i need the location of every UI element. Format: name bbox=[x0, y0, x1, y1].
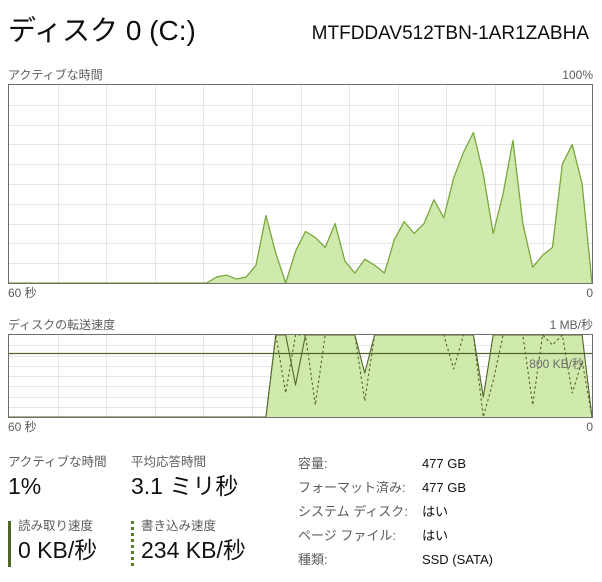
info-row-key: システム ディスク: bbox=[298, 504, 408, 519]
stat-read-speed: 読み取り速度 0 KB/秒 bbox=[8, 518, 98, 567]
transfer-rate-chart-block: ディスクの転送速度 1 MB/秒 800 KB/秒 60 秒 0 bbox=[8, 318, 594, 435]
stat-read-speed-value: 0 KB/秒 bbox=[18, 537, 98, 563]
active-time-max-label: 100% bbox=[562, 68, 593, 82]
info-row-value: はい bbox=[421, 504, 448, 519]
info-row-value: はい bbox=[421, 528, 448, 543]
read-speed-legend-bar bbox=[8, 521, 11, 567]
transfer-rate-caption: ディスクの転送速度 bbox=[8, 318, 116, 332]
disk-info-table: 容量: 477 GB フォーマット済み: 477 GB システム ディスク: はい ページ … bbox=[298, 454, 493, 574]
stat-avg-response-label: 平均応答時間 bbox=[131, 455, 207, 469]
stat-write-speed: 書き込み速度 234 KB/秒 bbox=[131, 518, 246, 567]
transfer-rate-axis-row: 60 秒 0 bbox=[8, 418, 594, 435]
active-time-axis-start: 60 秒 bbox=[8, 286, 37, 300]
info-row: 種類: SSD (SATA) bbox=[298, 550, 493, 574]
active-time-plot[interactable] bbox=[8, 84, 593, 284]
info-row: フォーマット済み: 477 GB bbox=[298, 478, 493, 502]
stat-active-time-label: アクティブな時間 bbox=[8, 455, 107, 469]
active-time-line bbox=[9, 131, 592, 283]
info-row: 容量: 477 GB bbox=[298, 454, 493, 478]
read-speed-line bbox=[9, 335, 592, 417]
panel-header: ディスク 0 (C:) MTFDDAV512TBN-1AR1ZABHA bbox=[8, 14, 594, 54]
transfer-rate-area bbox=[9, 335, 592, 417]
active-time-caption-row: アクティブな時間 100% bbox=[8, 68, 594, 84]
stat-write-speed-value: 234 KB/秒 bbox=[141, 537, 246, 563]
transfer-rate-max-label: 1 MB/秒 bbox=[549, 318, 593, 332]
info-row-key: ページ ファイル: bbox=[298, 528, 396, 543]
active-time-chart-block: アクティブな時間 100% 60 秒 0 bbox=[8, 68, 594, 301]
active-time-axis-end: 0 bbox=[586, 286, 593, 300]
transfer-rate-plot[interactable]: 800 KB/秒 bbox=[8, 334, 593, 418]
transfer-rate-scale-label: 800 KB/秒 bbox=[529, 356, 584, 371]
transfer-rate-caption-row: ディスクの転送速度 1 MB/秒 bbox=[8, 318, 594, 334]
write-speed-legend-bar bbox=[131, 521, 134, 567]
info-row-value: 477 GB bbox=[421, 456, 467, 471]
stats-area: アクティブな時間 1% 平均応答時間 3.1 ミリ秒 読み取り速度 0 KB/秒… bbox=[0, 446, 602, 582]
page-title: ディスク 0 (C:) bbox=[8, 15, 196, 46]
info-row-value: 477 GB bbox=[421, 480, 467, 495]
active-time-area bbox=[9, 132, 592, 283]
stat-avg-response-value: 3.1 ミリ秒 bbox=[131, 473, 239, 499]
info-row-key: 容量: bbox=[298, 456, 328, 471]
transfer-rate-axis-start: 60 秒 bbox=[8, 420, 37, 434]
info-row: ページ ファイル: はい bbox=[298, 526, 493, 550]
stat-active-time: アクティブな時間 1% bbox=[8, 454, 107, 501]
transfer-rate-axis-end: 0 bbox=[586, 420, 593, 434]
stat-write-speed-label: 書き込み速度 bbox=[141, 519, 217, 533]
stat-active-time-value: 1% bbox=[8, 473, 42, 499]
active-time-axis-row: 60 秒 0 bbox=[8, 284, 594, 301]
stat-read-speed-label: 読み取り速度 bbox=[18, 519, 94, 533]
transfer-rate-chart-svg bbox=[9, 335, 592, 417]
active-time-caption: アクティブな時間 bbox=[8, 68, 103, 82]
chart-gridlines bbox=[9, 85, 592, 283]
info-row-key: フォーマット済み: bbox=[298, 480, 406, 495]
stat-avg-response: 平均応答時間 3.1 ミリ秒 bbox=[131, 454, 238, 501]
disk-model-name: MTFDDAV512TBN-1AR1ZABHA bbox=[311, 23, 589, 44]
info-row-value: SSD (SATA) bbox=[421, 552, 493, 567]
info-row-key: 種類: bbox=[298, 552, 328, 567]
active-time-chart-svg bbox=[9, 85, 592, 283]
info-row: システム ディスク: はい bbox=[298, 502, 493, 526]
